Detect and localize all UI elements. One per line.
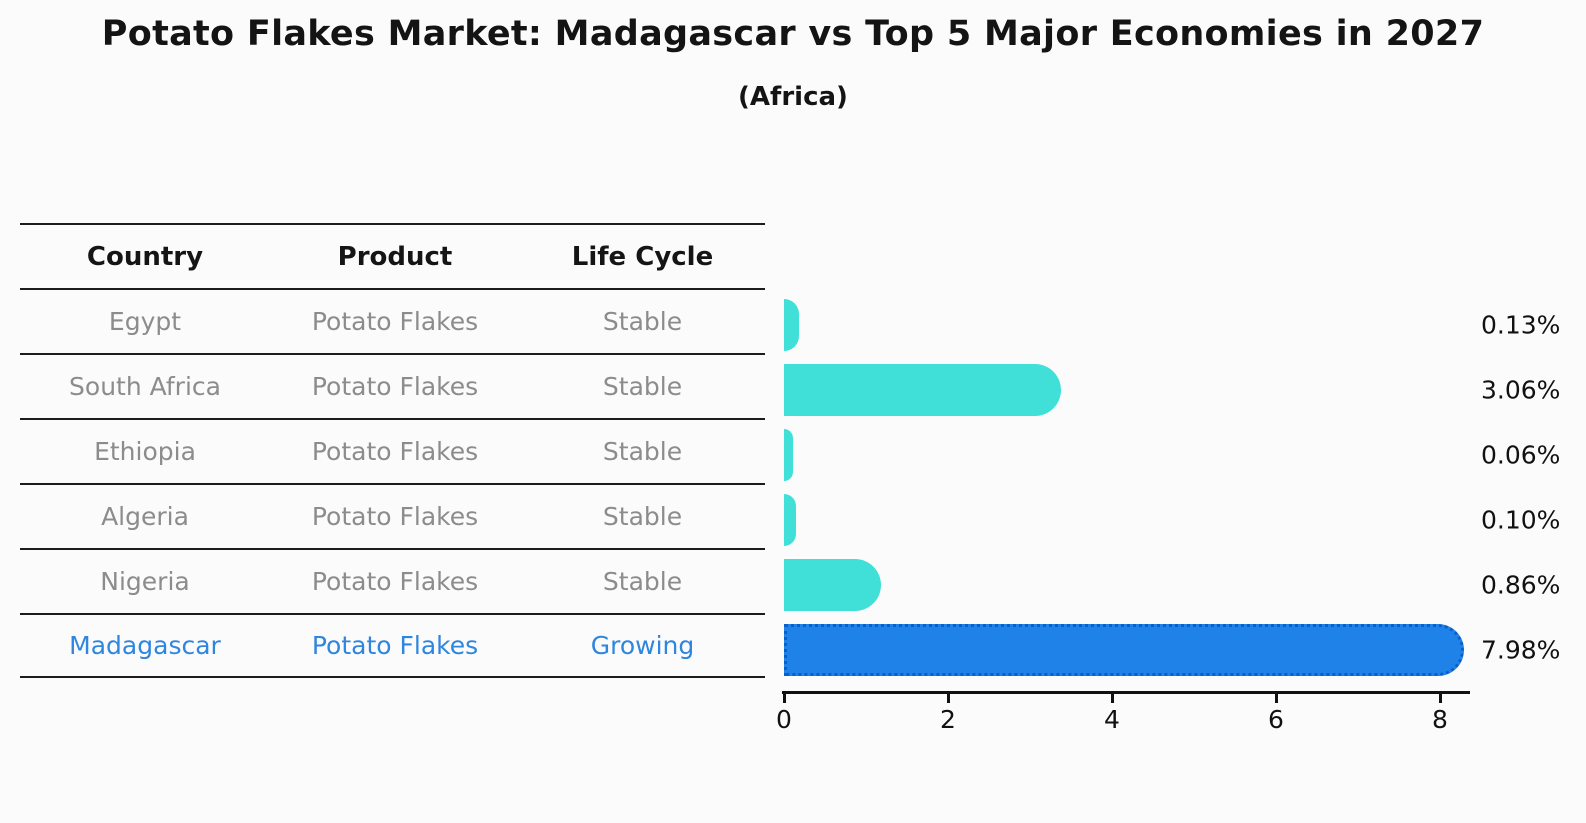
x-axis-spine: [782, 691, 1470, 694]
x-axis-tick-0: [783, 694, 786, 703]
column-header-life-cycle: Life Cycle: [571, 241, 714, 272]
cell-product: Potato Flakes: [311, 567, 479, 596]
x-axis-tick-label-4: 4: [1104, 705, 1120, 734]
chart-subtitle: (Africa): [738, 82, 848, 112]
value-label-egypt: 0.13%: [1481, 310, 1561, 339]
cell-country: Egypt: [108, 307, 182, 336]
x-axis-tick-label-2: 2: [940, 705, 956, 734]
bar-egypt: [784, 298, 799, 351]
bar-nigeria: [784, 558, 881, 611]
table-row-nigeria: Nigeria Potato Flakes Stable: [20, 548, 765, 613]
table-header-row: Country Product Life Cycle: [20, 223, 765, 288]
cell-product: Potato Flakes: [311, 307, 479, 336]
value-label-nigeria: 0.86%: [1481, 570, 1561, 599]
value-label-algeria: 0.10%: [1481, 505, 1561, 534]
cell-life-cycle: Stable: [602, 502, 683, 531]
cell-life-cycle: Stable: [602, 567, 683, 596]
x-axis-tick-4: [1111, 694, 1114, 703]
cell-life-cycle: Stable: [602, 307, 683, 336]
column-header-country: Country: [86, 241, 204, 272]
cell-country: Algeria: [101, 502, 189, 531]
column-header-product: Product: [337, 241, 453, 272]
cell-country: Ethiopia: [94, 437, 196, 466]
cell-life-cycle: Stable: [602, 372, 683, 401]
x-axis-tick-label-8: 8: [1432, 705, 1448, 734]
cell-life-cycle: Growing: [590, 631, 695, 660]
bar-ethiopia: [784, 428, 793, 481]
table-row-south-africa: South Africa Potato Flakes Stable: [20, 353, 765, 418]
table-row-ethiopia: Ethiopia Potato Flakes Stable: [20, 418, 765, 483]
table-row-egypt: Egypt Potato Flakes Stable: [20, 288, 765, 353]
x-axis-tick-8: [1439, 694, 1442, 703]
cell-product: Potato Flakes: [311, 631, 479, 660]
x-axis-tick-6: [1275, 694, 1278, 703]
cell-country: South Africa: [69, 372, 221, 401]
chart-title: Potato Flakes Market: Madagascar vs Top …: [101, 14, 1485, 54]
bar-madagascar: [784, 623, 1465, 676]
x-axis-tick-2: [947, 694, 950, 703]
cell-life-cycle: Stable: [602, 437, 683, 466]
cell-product: Potato Flakes: [311, 502, 479, 531]
x-axis-tick-label-6: 6: [1268, 705, 1284, 734]
bar-algeria: [784, 493, 797, 546]
value-label-south-africa: 3.06%: [1481, 375, 1561, 404]
cell-country: Nigeria: [100, 567, 190, 596]
bar-south-africa: [784, 363, 1061, 416]
cell-product: Potato Flakes: [311, 437, 479, 466]
x-axis-tick-label-0: 0: [776, 705, 792, 734]
cell-country: Madagascar: [69, 631, 221, 660]
value-label-ethiopia: 0.06%: [1481, 440, 1561, 469]
table-row-madagascar: Madagascar Potato Flakes Growing: [20, 613, 765, 678]
value-label-madagascar: 7.98%: [1481, 635, 1561, 664]
table-row-algeria: Algeria Potato Flakes Stable: [20, 483, 765, 548]
cell-product: Potato Flakes: [311, 372, 479, 401]
